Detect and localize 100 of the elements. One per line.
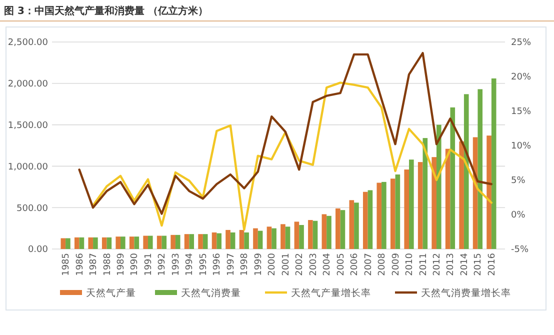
line-series	[92, 82, 493, 231]
x-tick-label: 1993	[171, 253, 182, 276]
bar	[88, 237, 94, 249]
bar	[308, 220, 313, 249]
bar	[299, 224, 304, 249]
y2-tick-label: 0%	[511, 210, 526, 221]
x-tick-label: 2005	[336, 253, 346, 276]
x-tick-label: 1990	[130, 252, 140, 276]
x-tick-label: 2013	[446, 253, 456, 276]
x-tick-label: 1995	[198, 253, 209, 276]
bar	[312, 220, 318, 249]
bar	[184, 234, 190, 249]
bar	[120, 236, 126, 249]
x-tick-label: 2012	[432, 253, 442, 276]
bar	[60, 238, 66, 249]
bar	[486, 136, 492, 249]
bar	[280, 224, 286, 249]
bar	[230, 232, 236, 249]
x-tick-label: 2010	[405, 252, 416, 276]
bar	[216, 233, 222, 249]
x-tick-label: 2002	[295, 253, 306, 276]
bar	[376, 182, 382, 249]
x-tick-label: 1999	[254, 252, 264, 276]
bar	[134, 236, 140, 249]
bar	[244, 232, 249, 249]
bar	[102, 237, 107, 249]
x-tick-label: 1994	[185, 252, 196, 276]
x-tick-label: 1997	[226, 253, 236, 276]
y-tick-label: 2,000.00	[8, 80, 48, 90]
legend-label: 天然气消费量	[181, 286, 241, 299]
y-tick-label: 0.00	[28, 245, 48, 256]
bar	[432, 157, 436, 249]
y2-tick-label: -5%	[511, 245, 529, 256]
bar	[464, 94, 469, 249]
bar	[459, 141, 464, 249]
y2-tick-label: 15%	[511, 107, 532, 118]
x-tick-label: 2009	[391, 252, 402, 276]
bar	[162, 236, 167, 249]
legend-label: 天然气产量增长率	[291, 286, 371, 299]
y2-tick-label: 10%	[511, 142, 532, 152]
bar	[175, 234, 180, 249]
x-tick-label: 2000	[268, 252, 278, 276]
bar	[450, 107, 456, 249]
x-tick-label: 1998	[240, 252, 250, 276]
y-tick-label: 500.00	[16, 204, 48, 214]
x-tick-label: 1987	[89, 253, 100, 276]
bar	[189, 234, 194, 249]
bar	[418, 162, 423, 249]
x-tick-label: 2008	[378, 252, 388, 276]
x-tick-label: 1991	[144, 253, 154, 276]
x-tick-label: 1986	[75, 252, 86, 276]
bar	[382, 182, 386, 249]
bar	[390, 178, 396, 249]
bar	[156, 236, 162, 249]
x-tick-label: 2014	[460, 252, 470, 276]
bar	[253, 228, 258, 249]
y-tick-label: 1,500.00	[8, 120, 48, 131]
x-tick-label: 1996	[212, 252, 223, 276]
y2-tick-label: 5%	[511, 176, 526, 186]
x-tick-label: 1985	[62, 253, 72, 276]
line-series	[78, 52, 493, 215]
bar	[66, 238, 70, 249]
bar	[368, 190, 373, 249]
bar	[285, 226, 290, 249]
bar	[129, 236, 134, 249]
bar	[294, 222, 300, 249]
x-tick-label: 2011	[418, 253, 429, 276]
x-tick-label: 1989	[116, 252, 127, 276]
bar	[212, 232, 217, 249]
bar	[74, 237, 80, 249]
bar	[349, 200, 354, 249]
x-tick-label: 1988	[102, 252, 113, 276]
y2-tick-label: 20%	[511, 72, 532, 83]
x-tick-label: 2004	[322, 252, 333, 276]
bar	[116, 236, 121, 249]
bar	[226, 230, 230, 249]
bar	[170, 234, 176, 249]
bar	[326, 216, 332, 249]
chart-title: 图 3：中国天然气产量和消费量 （亿立方米）	[4, 5, 208, 17]
bar	[148, 236, 153, 249]
bar	[106, 237, 112, 249]
bar	[258, 230, 263, 249]
bar	[409, 160, 414, 249]
bar	[202, 234, 208, 249]
bar	[491, 78, 496, 249]
x-tick-label: 1992	[158, 253, 168, 276]
legend-label: 天然气消费量增长率	[421, 286, 511, 299]
bar	[266, 226, 272, 249]
bar	[239, 230, 244, 249]
bar	[395, 174, 400, 249]
bar	[93, 237, 98, 249]
y2-tick-label: 25%	[511, 38, 532, 48]
bar	[404, 170, 410, 249]
x-tick-label: 2001	[281, 253, 292, 276]
bar	[340, 210, 346, 249]
bar	[478, 89, 483, 249]
x-tick-label: 2015	[474, 253, 484, 276]
bar	[79, 237, 84, 249]
bar	[362, 192, 368, 249]
x-tick-label: 2006	[350, 252, 360, 276]
